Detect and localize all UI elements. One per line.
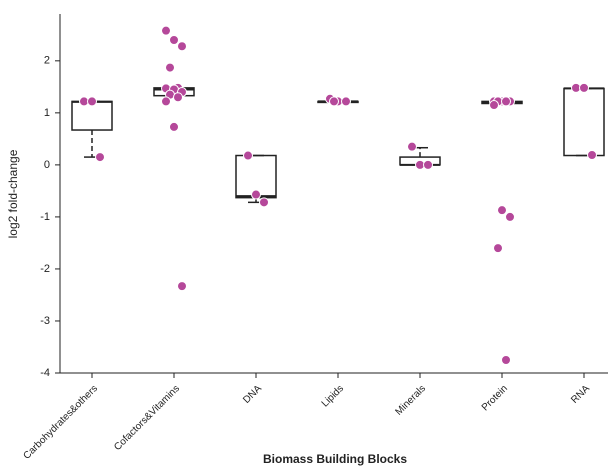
point xyxy=(579,82,589,93)
point xyxy=(341,96,351,107)
point xyxy=(407,141,417,152)
x-tick-label: Minerals xyxy=(393,383,428,418)
point xyxy=(173,92,183,103)
point xyxy=(161,96,171,107)
point xyxy=(95,152,105,163)
point xyxy=(505,211,515,222)
x-tick-label: Carbohydrates&others xyxy=(21,383,100,462)
point xyxy=(493,243,503,254)
point xyxy=(329,96,339,107)
point xyxy=(251,189,261,200)
y-tick-label: -1 xyxy=(40,211,50,223)
y-tick-label: -3 xyxy=(40,315,50,327)
box xyxy=(563,87,605,157)
point xyxy=(259,197,269,208)
point xyxy=(165,62,175,73)
x-tick-label: DNA xyxy=(241,383,264,406)
y-tick-label: -2 xyxy=(40,263,50,275)
point xyxy=(501,354,511,365)
point xyxy=(497,205,507,216)
x-axis-title: Biomass Building Blocks xyxy=(263,452,407,466)
point xyxy=(87,96,97,107)
point xyxy=(501,96,511,107)
y-axis-title: log2 fold-change xyxy=(6,149,20,238)
point xyxy=(169,35,179,46)
point xyxy=(243,150,253,161)
x-tick-label: Lipids xyxy=(320,383,346,409)
y-tick-label: 2 xyxy=(44,55,50,67)
point xyxy=(177,41,187,52)
x-tick-label: RNA xyxy=(569,383,592,406)
point xyxy=(169,121,179,132)
point xyxy=(423,159,433,170)
x-tick-label: Protein xyxy=(480,383,510,413)
y-tick-label: 1 xyxy=(44,107,50,119)
point xyxy=(587,149,597,160)
y-tick-label: 0 xyxy=(44,159,50,171)
point xyxy=(489,100,499,111)
point xyxy=(161,25,171,36)
y-tick-label: -4 xyxy=(40,367,50,379)
x-tick-label: Cofactors&Vitamins xyxy=(112,383,182,453)
point xyxy=(177,281,187,292)
